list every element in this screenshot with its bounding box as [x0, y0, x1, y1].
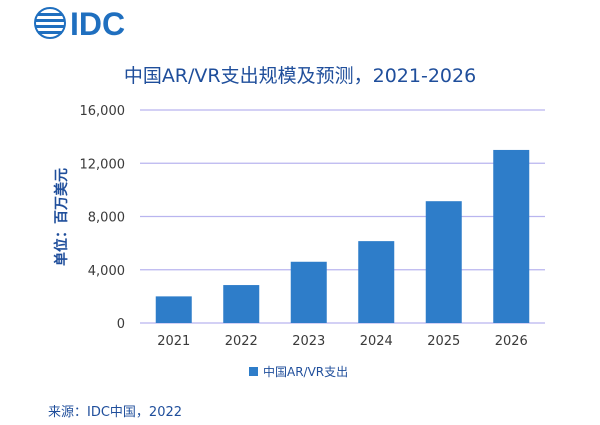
logo-text: IDC [70, 6, 125, 42]
globe-icon [34, 7, 66, 39]
bar-2022 [223, 285, 260, 323]
y-tick-label: 8,000 [88, 211, 125, 226]
y-tick-label: 4,000 [88, 264, 125, 279]
y-tick-label: 12,000 [80, 157, 126, 172]
bar-2024 [358, 241, 395, 323]
legend-swatch [249, 367, 258, 376]
x-tick-label: 2021 [157, 334, 190, 349]
bar-2025 [425, 201, 462, 323]
bar-2023 [290, 261, 327, 323]
y-tick-label: 0 [117, 317, 125, 332]
x-tick-label: 2024 [360, 334, 393, 349]
x-tick-label: 2023 [292, 334, 325, 349]
grid-lines [140, 109, 545, 324]
legend-label: 中国AR/VR支出 [263, 364, 348, 379]
y-axis-ticks: 0 4,000 8,000 12,000 16,000 [80, 104, 126, 332]
y-tick-label: 16,000 [80, 104, 126, 119]
bar-2026 [493, 149, 530, 323]
idc-logo: IDC [34, 6, 125, 42]
x-tick-label: 2022 [225, 334, 258, 349]
legend: 中国AR/VR支出 [249, 364, 348, 379]
x-axis-ticks: 2021 2022 2023 2024 2025 2026 [157, 334, 528, 349]
source-note: 来源：IDC中国，2022 [48, 405, 182, 420]
chart-title: 中国AR/VR支出规模及预测，2021-2026 [124, 65, 476, 87]
x-tick-label: 2026 [495, 334, 528, 349]
bars [155, 149, 530, 323]
x-tick-label: 2025 [427, 334, 460, 349]
bar-2021 [155, 296, 192, 323]
y-axis-label: 单位：百万美元 [53, 168, 70, 266]
